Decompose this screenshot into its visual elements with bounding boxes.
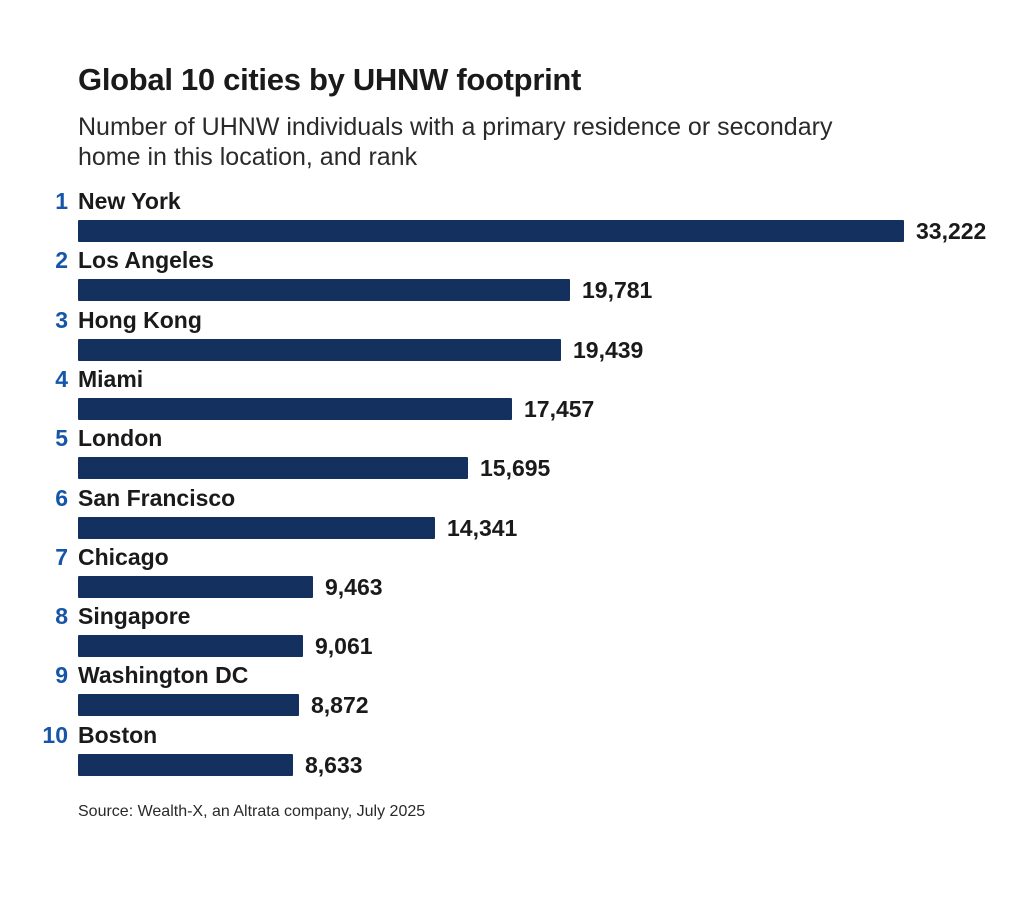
rank-label: 9	[55, 662, 68, 689]
rank-label: 2	[55, 247, 68, 274]
bar	[78, 457, 468, 480]
bar	[78, 575, 313, 598]
source-note: Source: Wealth-X, an Altrata company, Ju…	[78, 803, 426, 820]
rank-label: 5	[55, 425, 68, 452]
category-label: London	[78, 425, 163, 452]
data-label: 19,781	[582, 277, 653, 304]
rank-label: 7	[55, 543, 68, 570]
bar	[78, 279, 570, 302]
bar	[78, 516, 435, 539]
category-label: Singapore	[78, 603, 191, 630]
data-label: 8,633	[305, 751, 363, 778]
category-label: Hong Kong	[78, 306, 202, 333]
data-label: 17,457	[524, 395, 595, 422]
bar	[78, 397, 512, 420]
category-label: Los Angeles	[78, 247, 214, 274]
bar	[78, 635, 303, 658]
data-label: 9,463	[325, 573, 383, 600]
rank-label: 4	[55, 365, 68, 392]
data-label: 8,872	[311, 692, 369, 719]
bar	[78, 220, 904, 242]
category-label: Washington DC	[78, 662, 249, 689]
rank-label: 10	[42, 721, 68, 748]
data-label: 14,341	[447, 514, 518, 541]
rank-label: 1	[55, 188, 68, 214]
data-label: 33,222	[916, 218, 987, 244]
data-label: 9,061	[315, 633, 373, 660]
chart-subtitle: Number of UHNW individuals with a primar…	[78, 113, 833, 171]
data-label: 15,695	[480, 455, 551, 482]
bar	[78, 753, 293, 776]
bar	[78, 338, 561, 361]
category-label: San Francisco	[78, 484, 236, 511]
rank-label: 3	[55, 306, 68, 333]
category-label: New York	[78, 188, 181, 214]
category-label: Chicago	[78, 543, 169, 570]
category-label: Miami	[78, 365, 144, 392]
category-label: Boston	[78, 721, 158, 748]
rank-label: 6	[55, 484, 68, 511]
data-label: 19,439	[573, 336, 644, 363]
bar	[78, 694, 299, 717]
rank-label: 8	[55, 603, 68, 630]
chart-title: Global 10 cities by UHNW footprint	[78, 62, 582, 97]
